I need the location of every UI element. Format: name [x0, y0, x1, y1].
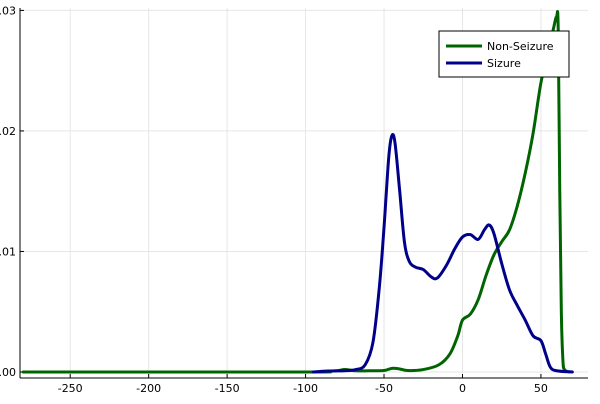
axes: -250 -200 -150 -100 -50 0 50 .00 .01 .02 .03 [0, 4, 588, 395]
series-line-1 [311, 133, 574, 374]
x-tick-label: -100 [293, 382, 318, 395]
legend: Non-Seizure Sizure [438, 30, 570, 78]
series-lines [21, 10, 574, 374]
y-tick-label: .00 [0, 366, 16, 379]
y-tick-label: .03 [0, 4, 16, 17]
legend-label: Sizure [487, 57, 521, 70]
y-tick-label: .02 [0, 125, 16, 138]
x-tick-label: -50 [375, 382, 393, 395]
legend-box [438, 30, 570, 78]
x-tick-label: -200 [136, 382, 161, 395]
x-tick-label: 50 [534, 382, 548, 395]
y-tick-label: .01 [0, 245, 16, 258]
x-tick-label: 0 [459, 382, 466, 395]
x-tick-label: -250 [58, 382, 83, 395]
legend-label: Non-Seizure [487, 40, 554, 53]
x-tick-label: -150 [215, 382, 240, 395]
